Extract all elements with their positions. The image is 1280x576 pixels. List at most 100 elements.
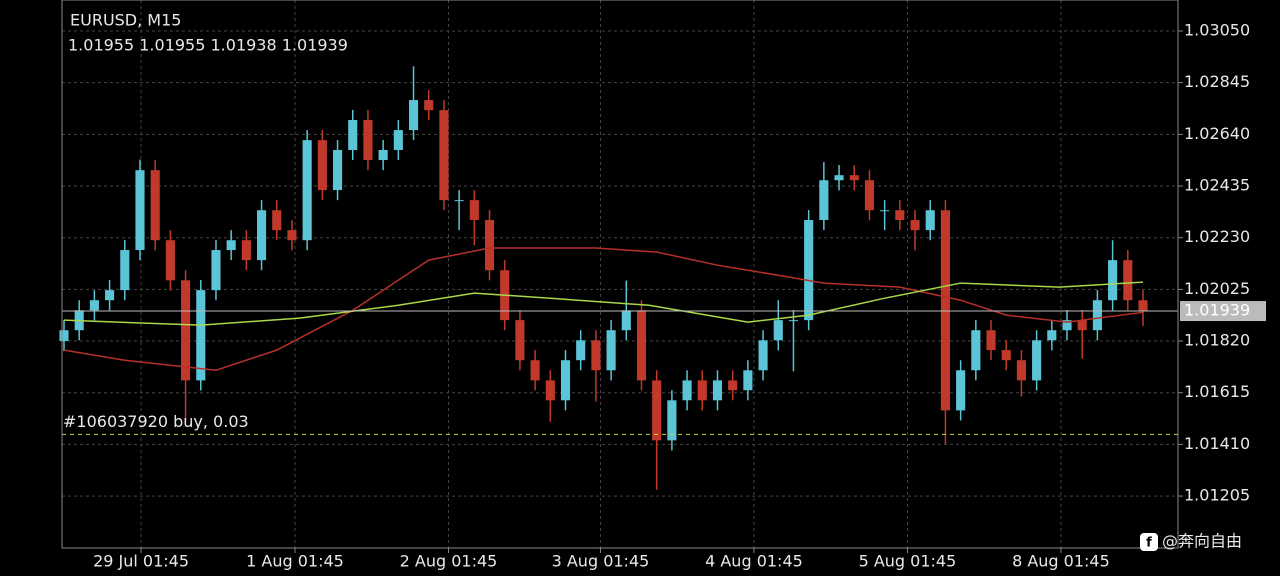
- y-tick-label: 1.03050: [1184, 21, 1250, 40]
- candle-body: [439, 110, 449, 201]
- candle-body: [363, 119, 373, 161]
- candle-body: [89, 300, 99, 311]
- candle-body: [1123, 260, 1133, 301]
- candle-body: [393, 130, 403, 150]
- candle-body: [287, 230, 297, 241]
- candle-body: [712, 380, 723, 401]
- candle-body: [864, 180, 875, 211]
- y-tick-label: 1.02640: [1184, 124, 1250, 143]
- candle-body: [636, 310, 647, 381]
- y-tick-label: 1.02025: [1184, 279, 1250, 298]
- candle-body: [819, 180, 829, 221]
- candle-body: [150, 170, 160, 241]
- svg-text:f: f: [1146, 536, 1152, 551]
- candle-body: [378, 149, 388, 161]
- candle-body: [1092, 300, 1102, 331]
- candle-body: [181, 280, 191, 381]
- y-tick-label: 1.01615: [1184, 382, 1250, 401]
- candle-body: [834, 175, 844, 181]
- candle-body: [606, 330, 616, 371]
- candle-body: [971, 330, 981, 371]
- order-label: #106037920 buy, 0.03: [63, 412, 249, 431]
- candle-body: [211, 250, 221, 291]
- candle-body: [910, 220, 920, 231]
- y-tick-label: 1.02230: [1184, 227, 1250, 246]
- candle-body: [728, 380, 738, 391]
- candle-body: [1108, 260, 1118, 301]
- ohlc-readout: 1.01955 1.01955 1.01938 1.01939: [68, 36, 348, 55]
- y-tick-label: 1.01205: [1184, 486, 1250, 505]
- candle-body: [272, 210, 282, 231]
- candle-body: [940, 210, 950, 411]
- candle-body: [621, 310, 631, 331]
- candle-body: [682, 380, 692, 401]
- candle-body: [925, 210, 935, 231]
- candle-body: [880, 210, 890, 212]
- candle-body: [1001, 350, 1011, 361]
- candle-body: [530, 360, 540, 381]
- plot-frame: [61, 0, 1179, 549]
- price-label: 1.01939: [1184, 301, 1250, 320]
- candle-body: [697, 380, 707, 401]
- candle-body: [196, 290, 206, 381]
- candle-body: [1032, 340, 1042, 381]
- candle-body: [257, 210, 267, 261]
- candle-body: [469, 200, 479, 221]
- x-tick-label: 4 Aug 01:45: [705, 552, 803, 571]
- candle-body: [986, 330, 996, 351]
- candle-body: [484, 220, 495, 271]
- candle-body: [956, 370, 966, 411]
- plot: [59, 66, 1178, 490]
- candle-body: [743, 370, 753, 391]
- candle-body: [1077, 320, 1087, 331]
- y-tick-label: 1.01410: [1184, 434, 1250, 453]
- candle-body: [226, 240, 236, 251]
- watermark-logo: f: [1140, 533, 1158, 551]
- x-tick-label: 5 Aug 01:45: [859, 552, 957, 571]
- candle-body: [591, 340, 601, 371]
- candle-body: [317, 140, 327, 191]
- candle-body: [1138, 300, 1148, 312]
- x-tick-label: 2 Aug 01:45: [400, 552, 498, 571]
- x-tick-label: 1 Aug 01:45: [246, 552, 344, 571]
- grid: [62, 0, 1178, 548]
- candle-body: [1016, 360, 1026, 381]
- candle-body: [560, 360, 571, 401]
- candle-body: [773, 320, 783, 341]
- symbol: EURUSD, M15: [70, 11, 181, 30]
- moving-average: [63, 281, 1144, 326]
- moving-average: [63, 247, 1144, 372]
- candle-body: [348, 119, 358, 150]
- candle-body: [408, 100, 419, 131]
- candle-body: [241, 240, 251, 261]
- candle-body: [576, 340, 586, 361]
- candle-body: [302, 140, 312, 241]
- candle-body: [788, 320, 799, 322]
- candle-body: [667, 400, 677, 441]
- candle-body: [59, 330, 69, 342]
- watermark: @奔向自由: [1162, 532, 1242, 551]
- candle-body: [758, 340, 768, 371]
- candle-body: [424, 100, 434, 111]
- candle-body: [105, 290, 115, 301]
- x-tick-label: 8 Aug 01:45: [1012, 552, 1110, 571]
- candle-body: [135, 170, 145, 251]
- candle-body: [895, 210, 905, 221]
- candle-body: [1047, 330, 1057, 341]
- candle-body: [804, 220, 814, 321]
- candle-body: [165, 240, 175, 281]
- x-tick-label: 3 Aug 01:45: [552, 552, 650, 571]
- candle-body: [332, 149, 343, 191]
- y-tick-label: 1.02845: [1184, 72, 1250, 91]
- candle-body: [120, 250, 130, 291]
- candle-body: [454, 200, 464, 202]
- candle-body: [1062, 320, 1072, 331]
- y-tick-label: 1.01820: [1184, 331, 1250, 350]
- candle-body: [849, 175, 859, 181]
- x-tick-label: 29 Jul 01:45: [93, 552, 189, 571]
- candle-body: [652, 380, 662, 441]
- price-label-box: [1180, 301, 1266, 322]
- y-tick-label: 1.02435: [1184, 176, 1250, 195]
